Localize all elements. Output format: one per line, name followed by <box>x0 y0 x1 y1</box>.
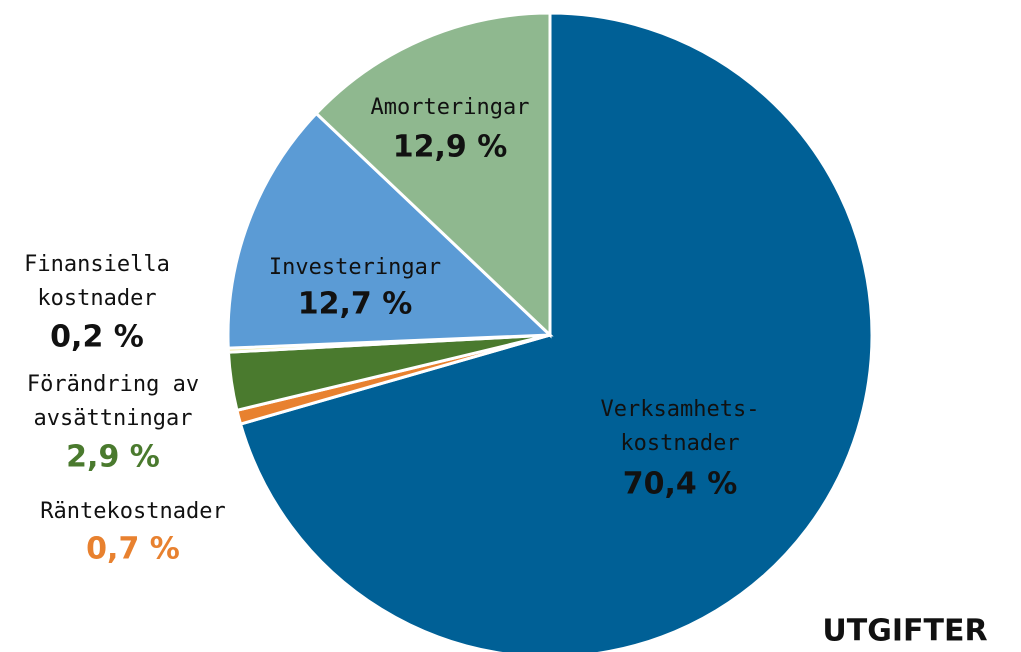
value-label: 0,7 % <box>86 532 180 567</box>
value-label: 2,9 % <box>66 440 160 475</box>
slice-label: Förändring av avsättningar <box>27 372 199 431</box>
value-label: 0,2 % <box>50 320 144 355</box>
pie-slice <box>314 11 552 339</box>
slice-label: Verksamhets-kostnader <box>601 397 760 456</box>
slice-label: Amorteringar <box>371 95 530 120</box>
slice-label: Finansiella kostnader <box>24 252 170 311</box>
pie-slice <box>226 111 554 350</box>
slice-label: Räntekostnader <box>40 499 225 524</box>
chart-title: UTGIFTER <box>822 614 987 649</box>
value-label: 12,9 % <box>393 130 508 165</box>
pie-slice <box>238 11 874 652</box>
value-label: 12,7 % <box>298 287 413 322</box>
value-label: 70,4 % <box>623 467 738 502</box>
slice-label: Investeringar <box>269 255 441 280</box>
